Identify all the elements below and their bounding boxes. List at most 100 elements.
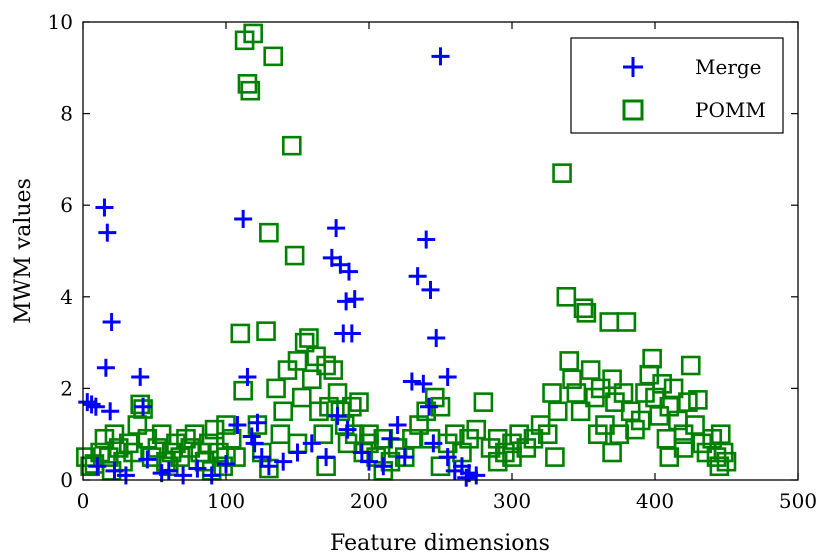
pomm-point — [580, 360, 601, 380]
pomm-point — [710, 424, 731, 445]
pomm-point — [259, 222, 279, 243]
merge-point — [174, 466, 193, 485]
merge-point — [374, 457, 393, 476]
merge-point — [420, 397, 439, 416]
legend-pomm-marker — [622, 99, 644, 121]
y-tick-label: 10 — [48, 10, 73, 34]
merge-point — [427, 329, 446, 348]
pomm-point — [547, 401, 568, 422]
merge-point — [95, 198, 114, 217]
pomm-point — [166, 433, 186, 454]
merge-point — [395, 448, 414, 467]
pomm-point — [678, 392, 698, 412]
pomm-point — [402, 428, 422, 449]
x-axis-title: Feature dimensions — [330, 531, 550, 555]
merge-point — [217, 454, 235, 473]
merge-point — [360, 452, 378, 471]
pomm-point — [409, 415, 429, 435]
merge-point — [105, 461, 124, 480]
pomm-point — [281, 135, 302, 156]
merge-point — [438, 367, 457, 386]
merge-point — [252, 448, 271, 467]
pomm-point — [562, 369, 582, 390]
merge-point — [248, 413, 267, 432]
pomm-point — [309, 401, 329, 422]
merge-point — [288, 443, 307, 462]
pomm-series — [76, 23, 737, 481]
merge-point — [338, 420, 357, 439]
pomm-point — [487, 428, 508, 449]
pomm-point — [663, 378, 684, 399]
x-tick-labels: 0 100 200 300 400 500 — [77, 489, 817, 513]
merge-point — [131, 367, 150, 386]
pomm-point — [466, 419, 487, 440]
plot-frame — [82, 21, 799, 481]
merge-point — [337, 292, 356, 311]
merge-point — [414, 374, 433, 393]
pomm-point — [642, 348, 662, 369]
merge-point — [188, 459, 207, 478]
pomm-point — [233, 380, 253, 401]
merge-point — [339, 262, 358, 281]
pomm-point — [566, 383, 587, 403]
pomm-point — [266, 378, 286, 399]
pomm-point — [559, 351, 580, 371]
pomm-point — [349, 392, 369, 412]
merge-point — [327, 219, 346, 238]
merge-point — [238, 367, 257, 386]
merge-point — [457, 468, 476, 487]
y-tick-label: 8 — [60, 102, 73, 126]
pomm-point — [616, 312, 637, 332]
merge-point — [159, 461, 178, 480]
pomm-point — [556, 286, 577, 307]
pomm-point — [263, 46, 283, 67]
pomm-point — [613, 383, 634, 403]
merge-point — [388, 416, 407, 435]
pomm-point — [299, 328, 319, 348]
pomm-point — [509, 424, 529, 445]
pomm-point — [680, 355, 701, 376]
x-tick-label: 200 — [350, 489, 388, 513]
merge-point — [381, 429, 400, 448]
pomm-point — [226, 447, 246, 467]
pomm-point — [301, 369, 322, 390]
merge-point — [352, 443, 371, 462]
merge-point — [402, 372, 421, 391]
pomm-point — [284, 245, 305, 266]
pomm-point — [602, 442, 622, 463]
merge-point — [431, 47, 450, 66]
x-tick-label: 400 — [636, 489, 674, 513]
pomm-point — [685, 415, 705, 435]
pomm-point — [330, 401, 351, 422]
y-tick-labels: 0 2 4 6 8 10 — [48, 10, 73, 492]
y-tick-label: 4 — [60, 285, 73, 309]
merge-point — [98, 223, 117, 242]
pomm-point — [587, 424, 608, 445]
merge-point — [138, 450, 157, 469]
axis-ticks — [82, 21, 799, 481]
y-axis-title: MWM values — [11, 178, 36, 324]
pomm-point — [573, 298, 594, 319]
pomm-point — [237, 74, 258, 94]
pomm-point — [688, 390, 708, 410]
merge-point — [202, 466, 221, 485]
pomm-point — [502, 447, 522, 467]
merge-point — [317, 448, 336, 467]
pomm-point — [313, 424, 334, 445]
merge-point — [245, 434, 264, 453]
pomm-point — [523, 428, 544, 449]
pomm-point — [342, 396, 362, 417]
merge-point — [116, 466, 135, 485]
legend: Merge POMM — [570, 37, 784, 134]
merge-point — [345, 290, 364, 309]
merge-point — [134, 397, 153, 416]
pomm-point — [240, 80, 261, 101]
x-tick-label: 0 — [77, 489, 90, 513]
pomm-point — [230, 323, 251, 344]
pomm-point — [273, 401, 294, 422]
merge-point — [342, 324, 361, 343]
legend-label-merge: Merge — [695, 55, 762, 79]
merge-point — [438, 448, 457, 467]
pomm-point — [709, 456, 730, 477]
